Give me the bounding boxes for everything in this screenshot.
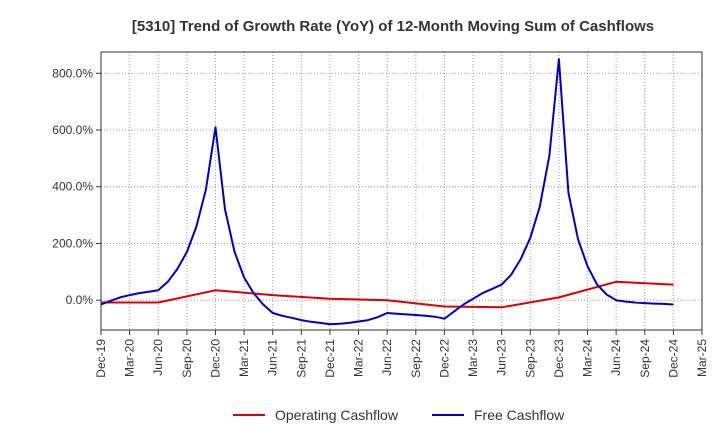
x-tick-label: Mar-24	[581, 339, 595, 377]
x-tick-label: Sep-23	[523, 339, 537, 378]
x-tick-label: Jun-23	[495, 339, 509, 376]
x-tick-label: Jun-24	[609, 339, 623, 376]
x-tick-label: Dec-19	[94, 339, 108, 378]
legend-label: Free Cashflow	[474, 407, 565, 423]
y-axis-ticks: 0.0% 200.0% 400.0% 600.0% 800.0%	[52, 66, 101, 307]
x-tick-label: Mar-21	[237, 339, 251, 377]
x-tick-label: Dec-24	[666, 339, 680, 378]
x-tick-label: Mar-23	[466, 339, 480, 377]
y-tick-label: 0.0%	[66, 293, 94, 307]
x-tick-label: Dec-20	[208, 339, 222, 378]
y-tick-label: 400.0%	[52, 180, 93, 194]
grid	[100, 52, 703, 330]
x-tick-label: Jun-22	[380, 339, 394, 376]
series-line-free-cashflow	[100, 58, 674, 326]
x-tick-label: Dec-22	[437, 339, 451, 378]
x-tick-label: Mar-20	[123, 339, 137, 377]
x-tick-label: Mar-25	[695, 339, 709, 377]
x-tick-label: Sep-22	[409, 339, 423, 378]
plot-lines	[100, 58, 674, 326]
x-tick-label: Sep-21	[294, 339, 308, 378]
y-tick-label: 600.0%	[52, 123, 93, 137]
x-tick-label: Sep-24	[638, 339, 652, 378]
legend: Operating Cashflow Free Cashflow	[233, 407, 565, 423]
y-tick-label: 800.0%	[52, 66, 93, 80]
x-tick-label: Dec-23	[552, 339, 566, 378]
x-tick-label: Jun-21	[266, 339, 280, 376]
x-axis-ticks: Dec-19 Mar-20 Jun-20 Sep-20 Dec-20 Mar-21 Jun-…	[94, 330, 709, 378]
x-tick-label: Sep-20	[180, 339, 194, 378]
series-line-operating-cashflow	[101, 280, 674, 309]
y-tick-label: 200.0%	[52, 236, 93, 250]
x-tick-label: Mar-22	[352, 339, 366, 377]
x-tick-label: Dec-21	[323, 339, 337, 378]
plot-frame	[100, 51, 703, 331]
legend-label: Operating Cashflow	[275, 407, 399, 423]
x-tick-label: Jun-20	[151, 339, 165, 376]
chart-title: [5310] Trend of Growth Rate (YoY) of 12-…	[132, 18, 654, 35]
